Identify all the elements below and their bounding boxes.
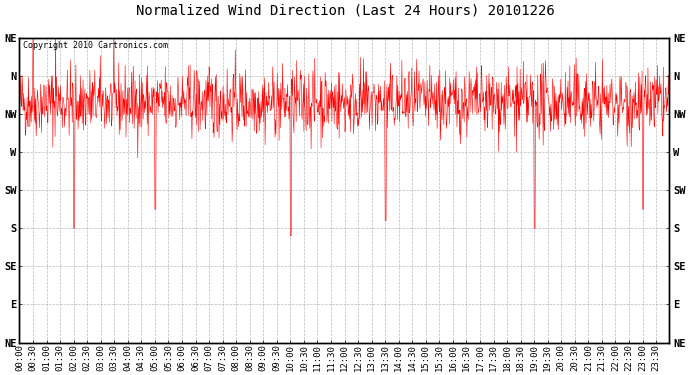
Text: Normalized Wind Direction (Last 24 Hours) 20101226: Normalized Wind Direction (Last 24 Hours… [136,4,554,18]
Text: Copyright 2010 Cartronics.com: Copyright 2010 Cartronics.com [23,40,168,50]
